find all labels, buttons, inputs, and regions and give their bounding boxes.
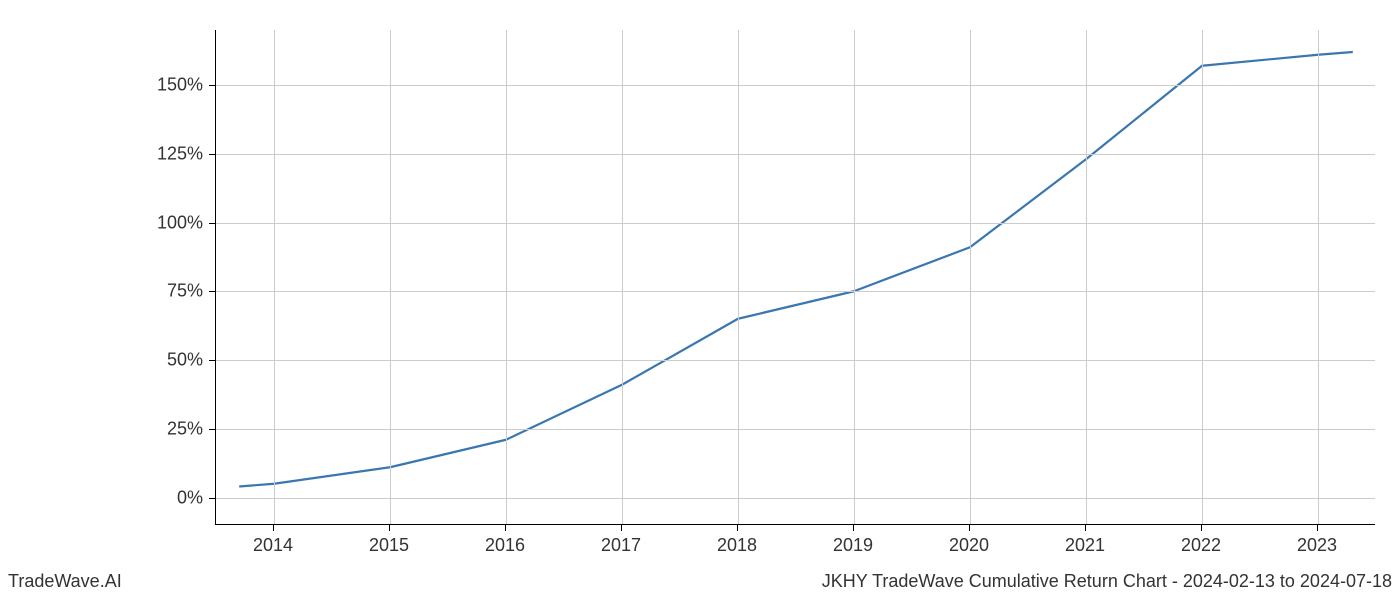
grid-line-vertical <box>622 30 623 524</box>
grid-line-vertical <box>274 30 275 524</box>
y-tick-mark <box>209 429 215 430</box>
y-tick-mark <box>209 291 215 292</box>
x-tick-mark <box>273 525 274 531</box>
x-tick-label: 2015 <box>369 535 409 556</box>
grid-line-vertical <box>1318 30 1319 524</box>
grid-line-horizontal <box>216 360 1375 361</box>
y-tick-label: 0% <box>177 487 203 508</box>
y-tick-label: 50% <box>167 350 203 371</box>
y-tick-mark <box>209 498 215 499</box>
y-tick-label: 75% <box>167 281 203 302</box>
x-tick-mark <box>969 525 970 531</box>
x-tick-label: 2014 <box>253 535 293 556</box>
grid-line-horizontal <box>216 429 1375 430</box>
grid-line-horizontal <box>216 85 1375 86</box>
footer-right-text: JKHY TradeWave Cumulative Return Chart -… <box>822 571 1392 592</box>
x-tick-label: 2019 <box>833 535 873 556</box>
x-tick-label: 2018 <box>717 535 757 556</box>
x-tick-label: 2017 <box>601 535 641 556</box>
x-tick-label: 2022 <box>1181 535 1221 556</box>
grid-line-vertical <box>1202 30 1203 524</box>
grid-line-horizontal <box>216 291 1375 292</box>
y-tick-label: 100% <box>157 212 203 233</box>
y-tick-mark <box>209 360 215 361</box>
grid-line-horizontal <box>216 223 1375 224</box>
grid-line-vertical <box>1086 30 1087 524</box>
x-tick-mark <box>621 525 622 531</box>
x-tick-mark <box>505 525 506 531</box>
grid-line-horizontal <box>216 498 1375 499</box>
footer-left-text: TradeWave.AI <box>8 571 122 592</box>
y-tick-mark <box>209 154 215 155</box>
y-tick-mark <box>209 85 215 86</box>
return-line <box>239 52 1353 487</box>
chart-container: TradeWave.AI JKHY TradeWave Cumulative R… <box>0 0 1400 600</box>
grid-line-vertical <box>854 30 855 524</box>
x-tick-label: 2021 <box>1065 535 1105 556</box>
grid-line-vertical <box>390 30 391 524</box>
grid-line-vertical <box>506 30 507 524</box>
plot-area <box>215 30 1375 525</box>
x-tick-label: 2020 <box>949 535 989 556</box>
x-tick-mark <box>1317 525 1318 531</box>
x-tick-mark <box>1085 525 1086 531</box>
grid-line-vertical <box>970 30 971 524</box>
x-tick-label: 2016 <box>485 535 525 556</box>
y-tick-label: 25% <box>167 418 203 439</box>
x-tick-mark <box>389 525 390 531</box>
x-tick-mark <box>1201 525 1202 531</box>
grid-line-vertical <box>738 30 739 524</box>
x-tick-mark <box>853 525 854 531</box>
y-tick-label: 150% <box>157 75 203 96</box>
x-tick-label: 2023 <box>1297 535 1337 556</box>
x-tick-mark <box>737 525 738 531</box>
y-tick-mark <box>209 223 215 224</box>
y-tick-label: 125% <box>157 143 203 164</box>
grid-line-horizontal <box>216 154 1375 155</box>
